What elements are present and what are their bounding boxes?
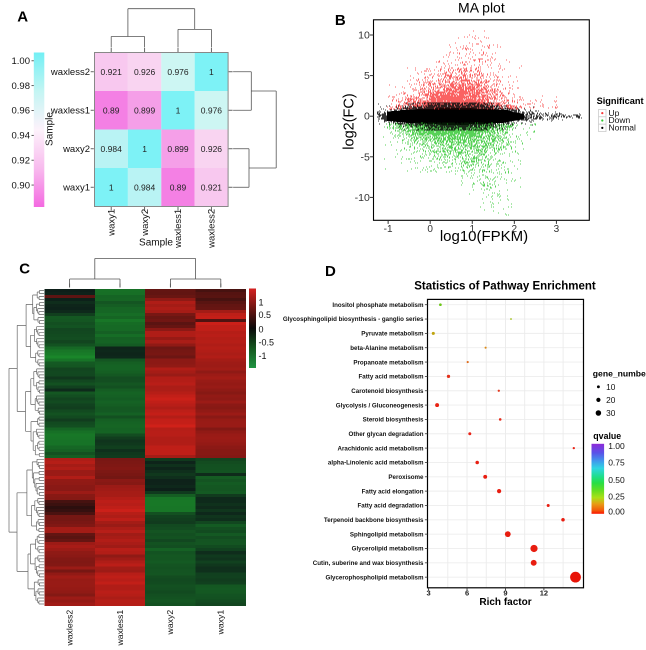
svg-text:0.98: 0.98 [12,81,31,92]
svg-text:0: 0 [259,325,264,335]
svg-text:Sample: Sample [139,238,173,249]
svg-text:beta-Alanine metabolism: beta-Alanine metabolism [350,345,424,352]
svg-text:5: 5 [364,70,370,82]
svg-text:0.94: 0.94 [12,131,31,142]
svg-text:Other glycan degradation: Other glycan degradation [349,431,424,438]
svg-text:Rich factor: Rich factor [479,597,531,608]
svg-text:1.00: 1.00 [12,56,31,67]
svg-text:waxless1: waxless1 [50,105,90,116]
svg-text:1.00: 1.00 [608,441,625,451]
svg-text:Sphingolipid metabolism: Sphingolipid metabolism [350,531,424,538]
svg-text:alpha-Linolenic acid metabolis: alpha-Linolenic acid metabolism [328,460,424,467]
svg-text:1: 1 [109,182,114,192]
svg-text:log10(FPKM): log10(FPKM) [440,228,528,245]
svg-text:0.25: 0.25 [608,491,625,501]
svg-text:waxless2: waxless2 [50,67,90,78]
svg-text:Terpenoid backbone biosynthesi: Terpenoid backbone biosynthesis [324,517,424,524]
svg-text:Glycerophospholipid metabolism: Glycerophospholipid metabolism [326,574,424,581]
svg-text:MA plot: MA plot [458,0,505,15]
svg-text:gene_number: gene_number [593,369,646,379]
svg-text:0.89: 0.89 [170,182,187,192]
svg-text:Glycosphingolipid biosynthesis: Glycosphingolipid biosynthesis - ganglio… [283,316,424,323]
svg-text:-0.5: -0.5 [259,338,275,348]
svg-text:0.50: 0.50 [608,475,625,485]
svg-text:-1: -1 [259,351,267,361]
svg-text:0.984: 0.984 [101,144,123,154]
svg-text:1: 1 [142,144,147,154]
svg-text:Glycerolipid metabolism: Glycerolipid metabolism [352,546,424,553]
svg-text:0: 0 [364,111,370,123]
svg-text:9: 9 [503,588,507,597]
svg-text:waxy2: waxy2 [140,209,151,237]
svg-text:0.921: 0.921 [101,67,123,77]
svg-text:Inositol phosphate metabolism: Inositol phosphate metabolism [332,302,424,309]
svg-text:3: 3 [427,588,431,597]
svg-text:Fatty acid metabolism: Fatty acid metabolism [359,374,424,381]
svg-text:waxy2: waxy2 [62,144,90,155]
svg-text:qvalue: qvalue [593,431,621,441]
svg-text:Normal: Normal [609,123,637,133]
svg-text:Carotenoid biosynthesis: Carotenoid biosynthesis [351,388,424,395]
svg-text:0.976: 0.976 [201,105,223,115]
svg-text:0.00: 0.00 [608,506,625,516]
svg-text:Sample: Sample [45,112,56,146]
svg-text:0.5: 0.5 [259,310,272,320]
svg-text:Peroxisome: Peroxisome [388,474,424,481]
svg-text:A: A [17,8,28,25]
svg-text:Pyruvate metabolism: Pyruvate metabolism [361,331,424,338]
svg-text:waxless2: waxless2 [64,610,74,647]
svg-text:30: 30 [606,408,616,418]
svg-text:Fatty acid degradation: Fatty acid degradation [357,503,423,510]
svg-text:1: 1 [259,298,264,308]
svg-text:0: 0 [427,224,433,235]
svg-text:Up: Up [609,108,620,118]
svg-text:0.89: 0.89 [103,105,120,115]
svg-text:1: 1 [176,105,181,115]
svg-text:0.926: 0.926 [134,67,156,77]
svg-text:10: 10 [606,382,616,392]
svg-text:20: 20 [606,395,616,405]
svg-text:waxy2: waxy2 [165,610,175,636]
svg-text:0.899: 0.899 [167,144,189,154]
svg-text:0.96: 0.96 [12,106,31,117]
svg-text:1: 1 [469,224,475,235]
svg-text:Glycolysis / Gluconeogenesis: Glycolysis / Gluconeogenesis [336,402,424,409]
svg-text:Fatty acid elongation: Fatty acid elongation [362,488,424,495]
svg-text:C: C [19,261,30,278]
svg-text:-10: -10 [355,192,370,204]
svg-text:0.899: 0.899 [134,105,156,115]
svg-text:0.921: 0.921 [201,182,223,192]
svg-text:Down: Down [609,115,631,125]
svg-text:waxless2: waxless2 [207,209,218,249]
svg-text:-5: -5 [360,151,369,163]
svg-text:0.926: 0.926 [201,144,223,154]
svg-text:D: D [325,263,336,280]
svg-text:12: 12 [540,588,548,597]
svg-text:2: 2 [512,224,518,235]
svg-text:0.976: 0.976 [167,67,189,77]
svg-text:waxless1: waxless1 [173,209,184,249]
svg-text:waxy1: waxy1 [62,182,90,193]
svg-text:0.92: 0.92 [12,155,31,166]
svg-text:6: 6 [465,588,469,597]
svg-text:1: 1 [209,67,214,77]
svg-text:Propanoate metabolism: Propanoate metabolism [353,359,424,366]
svg-text:0.984: 0.984 [134,182,156,192]
svg-text:waxless1: waxless1 [115,610,125,647]
svg-text:Arachidonic acid metabolism: Arachidonic acid metabolism [338,445,424,452]
svg-text:0.90: 0.90 [12,180,31,191]
svg-text:Statistics of Pathway Enrichme: Statistics of Pathway Enrichment [414,281,596,293]
svg-text:-1: -1 [384,224,393,235]
svg-text:waxy1: waxy1 [106,209,117,237]
svg-text:Cutin, suberine and wax biosyn: Cutin, suberine and wax biosynthesis [313,560,424,567]
svg-text:Significant: Significant [597,96,644,106]
svg-text:B: B [335,12,346,29]
svg-text:waxy1: waxy1 [216,610,226,636]
svg-text:Steroid biosynthesis: Steroid biosynthesis [363,417,424,424]
svg-text:10: 10 [358,30,370,42]
svg-text:log2(FC): log2(FC) [342,93,358,149]
svg-text:3: 3 [554,224,560,235]
svg-text:0.75: 0.75 [608,457,625,467]
